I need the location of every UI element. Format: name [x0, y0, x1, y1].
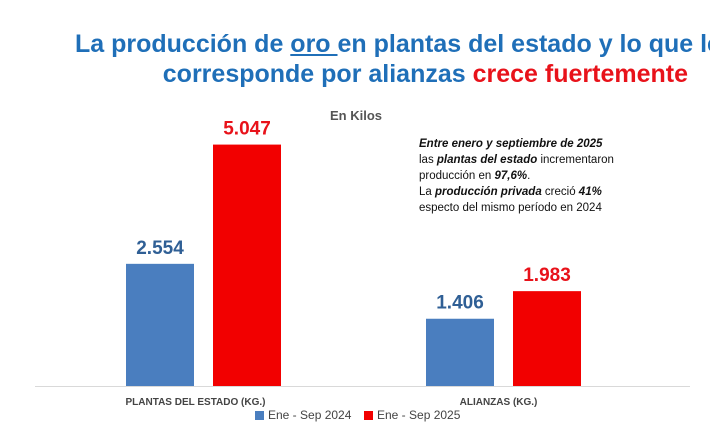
bar: [213, 144, 281, 386]
note-line: especto del mismo período en 2024: [419, 202, 602, 214]
note-emph: 97,6%: [494, 170, 528, 182]
bar: [513, 291, 581, 386]
category-label: PLANTAS DEL ESTADO (KG.): [126, 397, 266, 408]
legend-label: Ene - Sep 2025: [377, 408, 461, 422]
category-label: ALIANZAS (KG.): [460, 397, 538, 408]
title-text: en plantas del estado y lo que le: [337, 30, 710, 58]
title-text: La producción de: [75, 30, 291, 58]
bar: [426, 318, 494, 386]
note-emph: plantas del estado: [436, 154, 538, 166]
note-text: incrementaron: [537, 154, 614, 166]
subtitle: En Kilos: [330, 108, 383, 123]
legend-label: Ene - Sep 2024: [268, 408, 352, 422]
annotation-note: Entre enero y septiembre de 2025 las pla…: [419, 136, 614, 216]
title-underlined: oro: [290, 30, 338, 58]
title-text: corresponde por alianzas: [162, 60, 473, 88]
legend-swatch: [255, 410, 264, 420]
note-text: .: [527, 170, 531, 182]
note-line: Entre enero y septiembre de 2025: [419, 138, 603, 150]
note-text: producción en: [419, 170, 495, 182]
title-red-text: crece fuertemente: [472, 60, 688, 88]
note-text: La: [419, 186, 435, 198]
title-line-1: La producción de oro en plantas del esta…: [75, 30, 710, 59]
data-label: 1.983: [523, 265, 571, 286]
bar: [126, 263, 194, 386]
note-text: las: [419, 154, 437, 166]
legend-item-2024: Ene - Sep 2024: [255, 408, 351, 422]
note-emph: producción privada: [435, 186, 542, 198]
data-label: 1.406: [436, 293, 484, 314]
legend-swatch: [364, 410, 373, 420]
legend-item-2025: Ene - Sep 2025: [364, 408, 460, 422]
data-label: 5.047: [223, 119, 271, 140]
note-emph: 41%: [578, 186, 602, 198]
note-text: creció: [541, 186, 579, 198]
title-line-2: corresponde por alianzas crece fuertemen…: [163, 60, 688, 89]
data-label: 2.554: [136, 238, 184, 259]
